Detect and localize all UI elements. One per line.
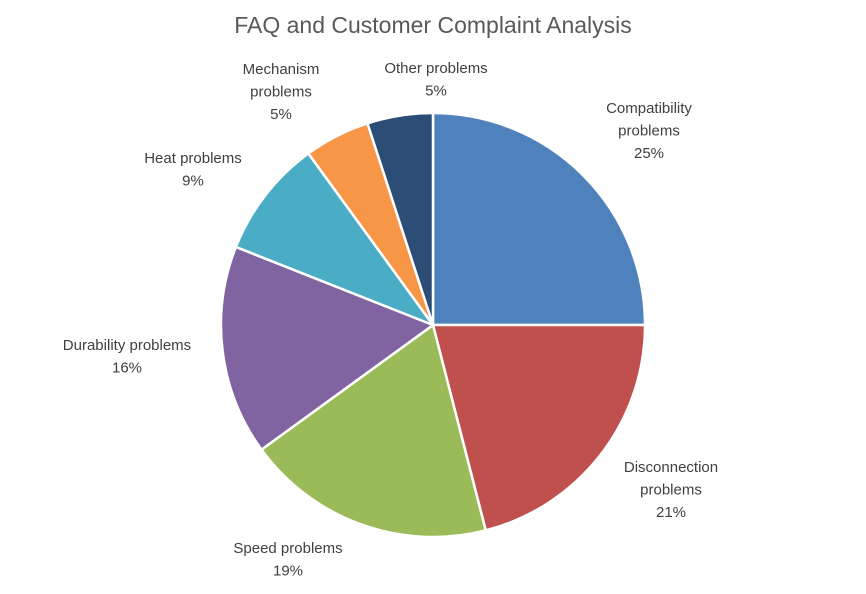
pie-slice-disconnection-problems: [431, 323, 647, 532]
slice-label-compatibility-problems: Compatibility problems 25%: [606, 100, 692, 162]
slice-value-label: 19%: [273, 563, 303, 580]
pie-slice-heat-problems: [234, 152, 435, 327]
slice-label-mechanism-problems: Mechanism problems 5%: [243, 61, 320, 123]
slice-value-label: 25%: [634, 145, 664, 162]
slice-value-label: 21%: [656, 504, 686, 521]
slice-label-other-problems: Other problems 5%: [384, 60, 487, 100]
slice-value-label: 5%: [270, 106, 292, 123]
pie-slice-other-problems: [366, 111, 435, 327]
slice-category-label: Mechanism: [243, 61, 320, 78]
pie-slices: [219, 111, 647, 539]
slice-label-speed-problems: Speed problems 19%: [233, 540, 342, 580]
pie-slice-durability-problems: [219, 245, 435, 451]
slice-category-label: Heat problems: [144, 150, 242, 167]
slice-category-label: problems: [618, 123, 680, 140]
slice-category-label: problems: [640, 482, 702, 499]
pie-labels: Compatibility problems 25% Disconnection pro…: [63, 60, 718, 580]
slice-value-label: 9%: [182, 173, 204, 190]
slice-category-label: Speed problems: [233, 540, 342, 557]
slice-category-label: problems: [250, 84, 312, 101]
slice-category-label: Compatibility: [606, 100, 692, 117]
pie-slice-compatibility-problems: [431, 111, 647, 327]
slice-category-label: Other problems: [384, 60, 487, 77]
slice-value-label: 16%: [112, 360, 142, 377]
slice-category-label: Durability problems: [63, 337, 191, 354]
slice-value-label: 5%: [425, 83, 447, 100]
pie-slice-speed-problems: [260, 323, 487, 539]
slice-category-label: Disconnection: [624, 459, 718, 476]
slice-label-durability-problems: Durability problems 16%: [63, 337, 191, 377]
slice-label-disconnection-problems: Disconnection problems 21%: [624, 459, 718, 521]
chart-title: FAQ and Customer Complaint Analysis: [234, 12, 632, 38]
slice-label-heat-problems: Heat problems 9%: [144, 150, 242, 190]
